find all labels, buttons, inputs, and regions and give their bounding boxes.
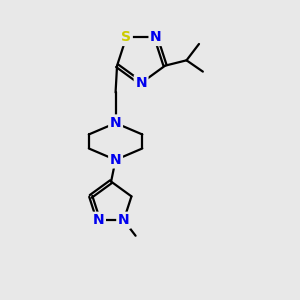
Text: N: N bbox=[150, 30, 162, 44]
Text: N: N bbox=[93, 213, 104, 227]
Text: N: N bbox=[110, 153, 122, 167]
Text: N: N bbox=[118, 213, 130, 227]
Text: S: S bbox=[121, 30, 131, 44]
Text: N: N bbox=[110, 116, 122, 130]
Text: N: N bbox=[135, 76, 147, 90]
